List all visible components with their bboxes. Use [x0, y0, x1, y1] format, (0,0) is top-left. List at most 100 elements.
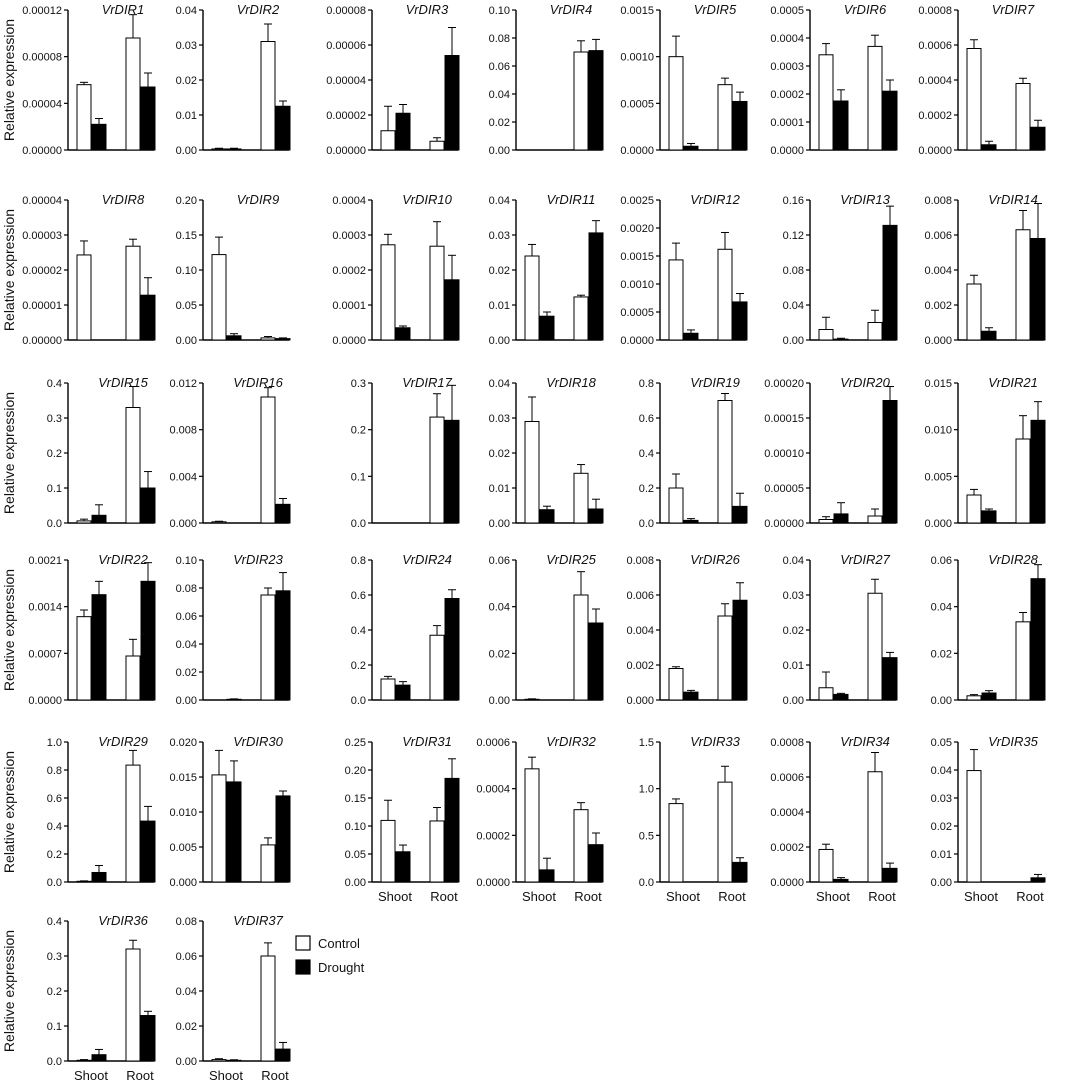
y-tick-label: 0.0002 — [770, 842, 804, 854]
y-tick-label: 0.02 — [489, 117, 510, 129]
y-tick-label: 0.8 — [351, 555, 366, 567]
y-tick-label: 0.2 — [47, 986, 62, 998]
x-category-label: Root — [718, 889, 746, 904]
y-tick-label: 0.03 — [489, 230, 510, 242]
y-tick-label: 0.06 — [489, 61, 510, 73]
bar-drought-shoot — [91, 514, 107, 524]
y-tick-label: 0.00020 — [764, 378, 804, 390]
y-tick-label: 0.00 — [931, 877, 952, 889]
y-tick-label: 0.04 — [176, 5, 197, 17]
y-tick-label: 0.002 — [626, 660, 654, 672]
bar-drought-shoot — [91, 871, 107, 883]
y-tick-label: 0.0000 — [620, 335, 654, 347]
bar-drought-shoot — [539, 509, 555, 524]
bar-control-shoot — [818, 687, 834, 701]
panel-VrDIR14: 0.000 0.002 0.004 0.006 0.008 VrDIR14 — [924, 192, 1046, 347]
panel-VrDIR21: 0.000 0.005 0.010 0.015 VrDIR21 — [924, 375, 1046, 530]
y-tick-label: 0.06 — [176, 611, 197, 623]
y-tick-label: 0.00004 — [22, 195, 62, 207]
panel-VrDIR6: 0.0000 0.0001 0.0002 0.0003 0.0004 0.0005 VrDI… — [770, 2, 898, 157]
bar-control-root — [867, 592, 883, 701]
y-tick-label: 0.01 — [489, 483, 510, 495]
y-tick-label: 0.0003 — [332, 230, 366, 242]
y-tick-label: 0.00015 — [764, 413, 804, 425]
bar-drought-shoot — [981, 692, 997, 701]
bar-control-shoot — [818, 329, 834, 341]
y-tick-label: 0.2 — [351, 660, 366, 672]
bar-control-root — [717, 781, 733, 883]
y-tick-label: 0.6 — [351, 590, 366, 602]
bar-drought-shoot — [226, 781, 242, 883]
y-tick-label: 0.0002 — [476, 830, 510, 842]
panel-title: VrDIR23 — [233, 552, 283, 567]
bar-control-shoot — [818, 519, 834, 524]
y-tick-label: 0.000 — [169, 518, 197, 530]
bar-control-shoot — [380, 678, 396, 701]
bar-control-root — [573, 594, 589, 701]
y-tick-label: 0.00000 — [22, 335, 62, 347]
y-tick-label: 0.03 — [931, 793, 952, 805]
y-tick-label: 0.00001 — [22, 300, 62, 312]
bar-control-root — [260, 41, 276, 151]
bar-control-shoot — [211, 254, 227, 341]
x-category-label: Shoot — [666, 889, 700, 904]
y-tick-label: 0.04 — [783, 555, 804, 567]
y-tick-label: 0.0015 — [620, 5, 654, 17]
bar-control-root — [429, 416, 445, 524]
bar-control-shoot — [76, 254, 92, 341]
panel-title: VrDIR35 — [988, 734, 1038, 749]
y-tick-label: 0.06 — [489, 555, 510, 567]
panel-title: VrDIR26 — [690, 552, 740, 567]
bar-control-root — [125, 407, 141, 524]
bar-drought-root — [732, 505, 748, 524]
x-category-label: Shoot — [74, 1068, 108, 1083]
y-tick-label: 0.4 — [47, 916, 62, 928]
bar-control-shoot — [76, 84, 92, 151]
panel-title: VrDIR34 — [840, 734, 890, 749]
y-tick-label: 0.004 — [169, 471, 197, 483]
bar-control-shoot — [966, 770, 982, 883]
panel-title: VrDIR24 — [402, 552, 452, 567]
bar-drought-root — [882, 657, 898, 701]
bar-drought-shoot — [226, 148, 242, 151]
y-tick-label: 0.00 — [489, 335, 510, 347]
bar-control-root — [867, 771, 883, 883]
bar-control-root — [260, 594, 276, 701]
bar-control-root — [573, 296, 589, 341]
y-tick-label: 0.01 — [489, 300, 510, 312]
bar-drought-shoot — [981, 510, 997, 524]
bar-control-shoot — [966, 48, 982, 151]
y-tick-label: 0.0005 — [620, 98, 654, 110]
y-tick-label: 0.10 — [176, 265, 197, 277]
y-tick-label: 0.0002 — [918, 110, 952, 122]
y-tick-label: 0.0000 — [28, 695, 62, 707]
bar-drought-root — [588, 508, 604, 524]
y-tick-label: 0.0 — [47, 518, 62, 530]
panel-title: VrDIR8 — [102, 192, 145, 207]
panel-title: VrDIR1 — [102, 2, 144, 17]
bar-control-shoot — [668, 487, 684, 524]
bar-drought-root — [588, 232, 604, 341]
bar-drought-root — [732, 100, 748, 151]
panel-title: VrDIR3 — [406, 2, 449, 17]
y-tick-label: 0.004 — [924, 265, 952, 277]
y-tick-label: 0.008 — [626, 555, 654, 567]
panel-VrDIR32: 0.0000 0.0002 0.0004 0.0006 VrDIR32 Shoot Root — [476, 734, 604, 904]
y-tick-label: 0.0000 — [770, 877, 804, 889]
panel-title: VrDIR13 — [840, 192, 890, 207]
panel-VrDIR17: 0.0 0.1 0.2 0.3 VrDIR17 — [351, 375, 460, 530]
y-tick-label: 0.04 — [931, 602, 952, 614]
panel-title: VrDIR28 — [988, 552, 1038, 567]
panel-title: VrDIR11 — [547, 192, 596, 207]
panel-VrDIR36: 0.0 0.1 0.2 0.3 0.4 VrDIR36 Shoot Root — [47, 913, 156, 1083]
y-tick-label: 0.5 — [639, 830, 654, 842]
y-tick-label: 0.6 — [47, 793, 62, 805]
y-tick-label: 0.000 — [626, 695, 654, 707]
bar-control-shoot — [524, 421, 540, 524]
bar-drought-shoot — [683, 691, 699, 701]
y-tick-label: 0.0001 — [332, 300, 366, 312]
y-tick-label: 0.02 — [489, 265, 510, 277]
y-tick-label: 0.3 — [47, 413, 62, 425]
bar-control-root — [125, 245, 141, 341]
bar-control-root — [125, 37, 141, 151]
